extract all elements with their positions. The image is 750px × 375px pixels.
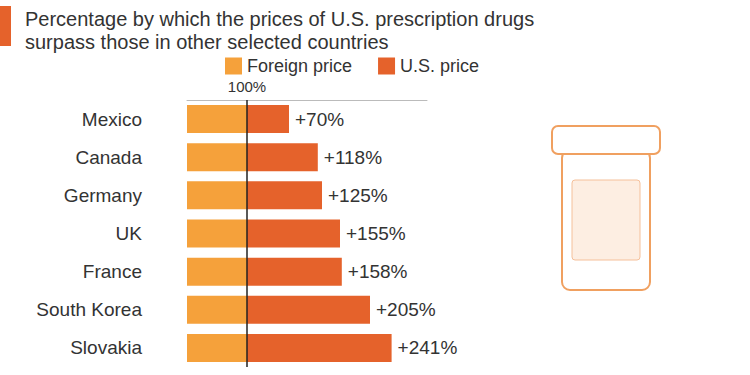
svg-text:U.S. price: U.S. price [400,56,479,76]
svg-text:Percentage by which the prices: Percentage by which the prices of U.S. p… [25,8,540,30]
svg-text:+125%: +125% [328,185,388,206]
svg-text:+70%: +70% [295,109,344,130]
svg-text:+155%: +155% [346,223,406,244]
svg-text:+118%: +118% [324,147,382,168]
svg-text:Slovakia: Slovakia [70,337,142,358]
svg-text:South Korea: South Korea [36,299,142,320]
svg-text:+241%: +241% [398,337,458,358]
svg-text:Mexico: Mexico [82,109,142,130]
svg-text:+205%: +205% [376,299,436,320]
svg-text:+158%: +158% [348,261,408,282]
svg-text:Foreign price: Foreign price [247,56,352,76]
svg-text:Canada: Canada [75,147,142,168]
svg-text:100%: 100% [228,78,266,95]
svg-text:Germany: Germany [64,185,143,206]
svg-text:surpass those in other selecte: surpass those in other selected countrie… [25,31,389,53]
svg-text:UK: UK [116,223,143,244]
svg-text:France: France [83,261,142,282]
